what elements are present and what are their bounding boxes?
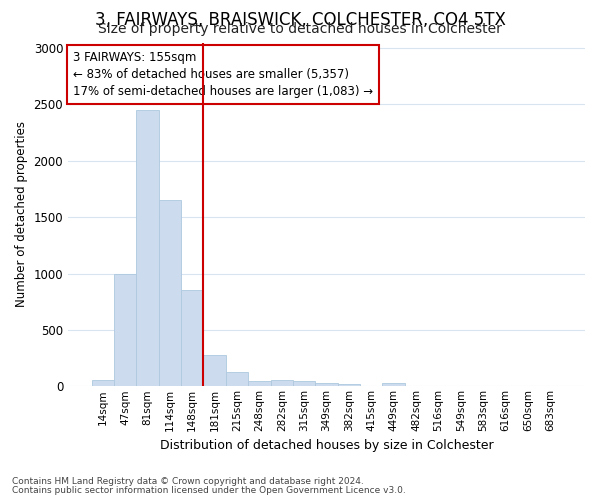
Bar bbox=[203, 356, 226, 386]
Bar bbox=[226, 372, 248, 386]
Bar bbox=[114, 274, 136, 386]
Bar bbox=[338, 384, 360, 386]
Bar bbox=[136, 110, 158, 386]
Text: Contains public sector information licensed under the Open Government Licence v3: Contains public sector information licen… bbox=[12, 486, 406, 495]
Y-axis label: Number of detached properties: Number of detached properties bbox=[15, 122, 28, 308]
Bar bbox=[248, 380, 271, 386]
Bar bbox=[158, 200, 181, 386]
Text: 3, FAIRWAYS, BRAISWICK, COLCHESTER, CO4 5TX: 3, FAIRWAYS, BRAISWICK, COLCHESTER, CO4 … bbox=[95, 11, 505, 29]
Bar bbox=[293, 380, 316, 386]
Bar bbox=[316, 383, 338, 386]
Bar bbox=[181, 290, 203, 386]
Bar bbox=[271, 380, 293, 386]
X-axis label: Distribution of detached houses by size in Colchester: Distribution of detached houses by size … bbox=[160, 440, 493, 452]
Bar bbox=[382, 383, 405, 386]
Bar bbox=[92, 380, 114, 386]
Text: 3 FAIRWAYS: 155sqm
← 83% of detached houses are smaller (5,357)
17% of semi-deta: 3 FAIRWAYS: 155sqm ← 83% of detached hou… bbox=[73, 51, 373, 98]
Text: Contains HM Land Registry data © Crown copyright and database right 2024.: Contains HM Land Registry data © Crown c… bbox=[12, 477, 364, 486]
Text: Size of property relative to detached houses in Colchester: Size of property relative to detached ho… bbox=[98, 22, 502, 36]
